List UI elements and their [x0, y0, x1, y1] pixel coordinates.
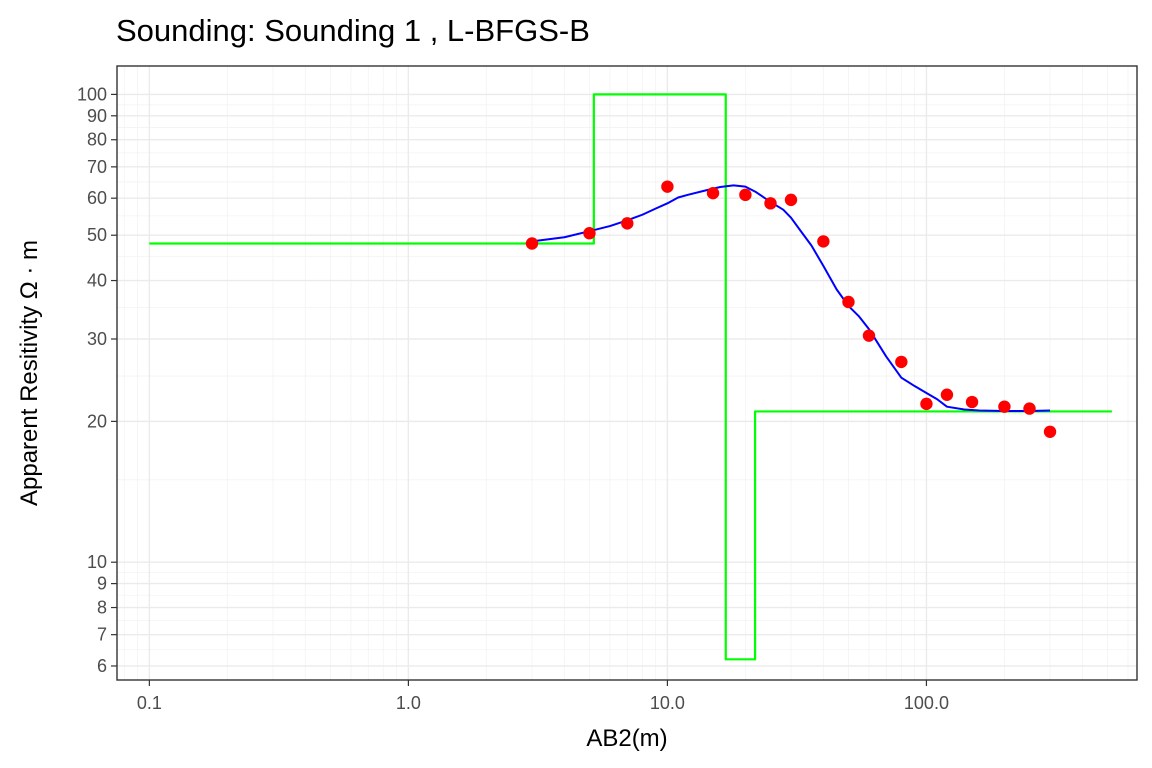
y-tick-label: 80	[87, 130, 107, 150]
data-point	[621, 217, 634, 230]
data-point	[784, 193, 798, 207]
panel-border	[116, 65, 1138, 681]
grid	[117, 66, 1137, 680]
data-point	[920, 397, 933, 411]
y-axis-title: Apparent Resitivity Ω · m	[16, 240, 43, 506]
y-tick-label: 60	[87, 188, 107, 208]
data-point	[895, 355, 908, 369]
x-tick-label: 0.1	[137, 693, 162, 713]
data-point	[940, 388, 954, 401]
model-step-line	[149, 93, 1112, 661]
data-point	[661, 180, 674, 193]
chart-title: Sounding: Sounding 1 , L-BFGS-B	[116, 13, 590, 48]
y-tick-label: 8	[97, 598, 107, 618]
x-tick-label: 10.0	[650, 693, 685, 713]
y-tick-label: 90	[87, 106, 107, 126]
x-tick-label: 100.0	[904, 693, 949, 713]
data-point	[739, 188, 752, 202]
data-point	[998, 400, 1011, 413]
data-point	[764, 197, 777, 210]
y-tick-label: 7	[97, 625, 107, 645]
data-point	[583, 226, 596, 240]
y-tick-label: 30	[87, 329, 107, 349]
data-point	[706, 186, 720, 200]
x-axis: 0.1 1.0 10.0 100.0	[137, 680, 949, 713]
x-tick-label: 1.0	[396, 693, 421, 713]
data-point	[965, 395, 979, 409]
y-tick-label: 40	[87, 271, 107, 291]
plot-area	[149, 93, 1112, 661]
y-tick-label: 6	[97, 656, 107, 676]
data-point	[1043, 425, 1057, 438]
y-tick-label: 9	[97, 574, 107, 594]
y-tick-label: 10	[87, 552, 107, 572]
y-tick-label: 20	[87, 411, 107, 431]
data-point	[817, 235, 830, 248]
x-axis-title: AB2(m)	[586, 725, 667, 752]
y-tick-label: 50	[87, 225, 107, 245]
data-point	[862, 329, 876, 342]
y-tick-label: 100	[77, 84, 107, 104]
data-point	[525, 237, 539, 250]
data-point	[842, 295, 855, 309]
fitted-curve-line	[531, 184, 1051, 412]
y-tick-label: 70	[87, 157, 107, 177]
data-point	[1023, 402, 1036, 415]
